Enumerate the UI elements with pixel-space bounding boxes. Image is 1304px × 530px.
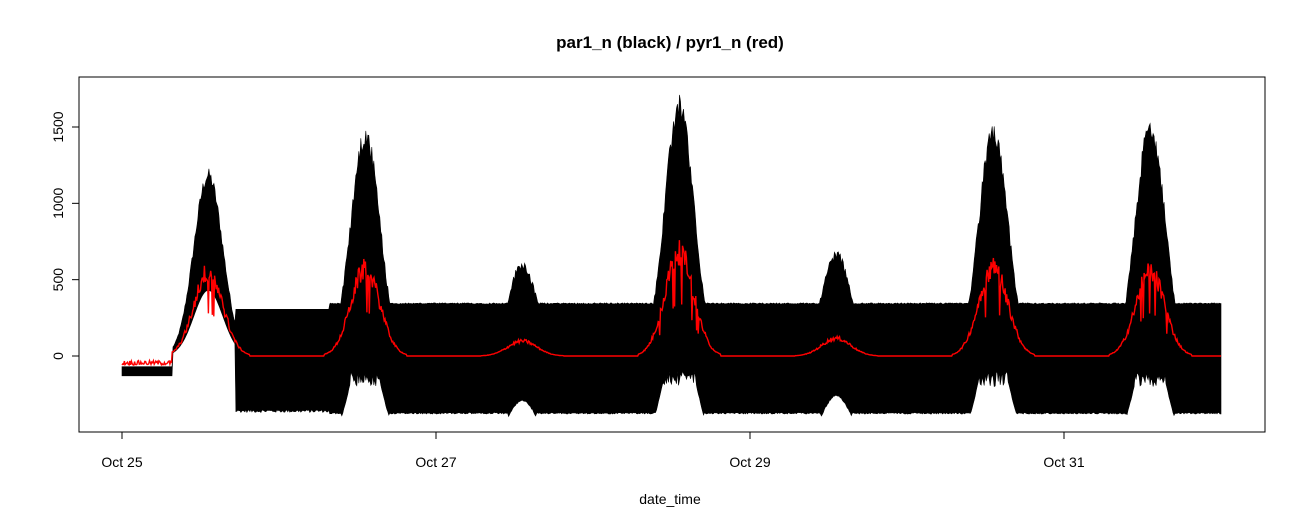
x-axis: Oct 25 Oct 27 Oct 29 Oct 31 — [101, 431, 1085, 470]
y-axis: 0 500 1000 1500 — [50, 111, 80, 360]
chart-title: par1_n (black) / pyr1_n (red) — [556, 33, 784, 52]
series-red-line — [121, 240, 1221, 367]
x-tick-label: Oct 31 — [1043, 454, 1084, 470]
series-black-envelope — [121, 94, 1222, 418]
x-tick-label: Oct 25 — [101, 454, 142, 470]
y-tick-label: 1500 — [50, 111, 66, 142]
y-tick-label: 0 — [50, 352, 66, 360]
y-tick-label: 500 — [50, 268, 66, 292]
series-layer — [121, 94, 1222, 418]
y-tick-label: 1000 — [50, 188, 66, 219]
x-axis-label: date_time — [639, 491, 701, 507]
x-tick-label: Oct 29 — [729, 454, 770, 470]
x-tick-label: Oct 27 — [415, 454, 456, 470]
